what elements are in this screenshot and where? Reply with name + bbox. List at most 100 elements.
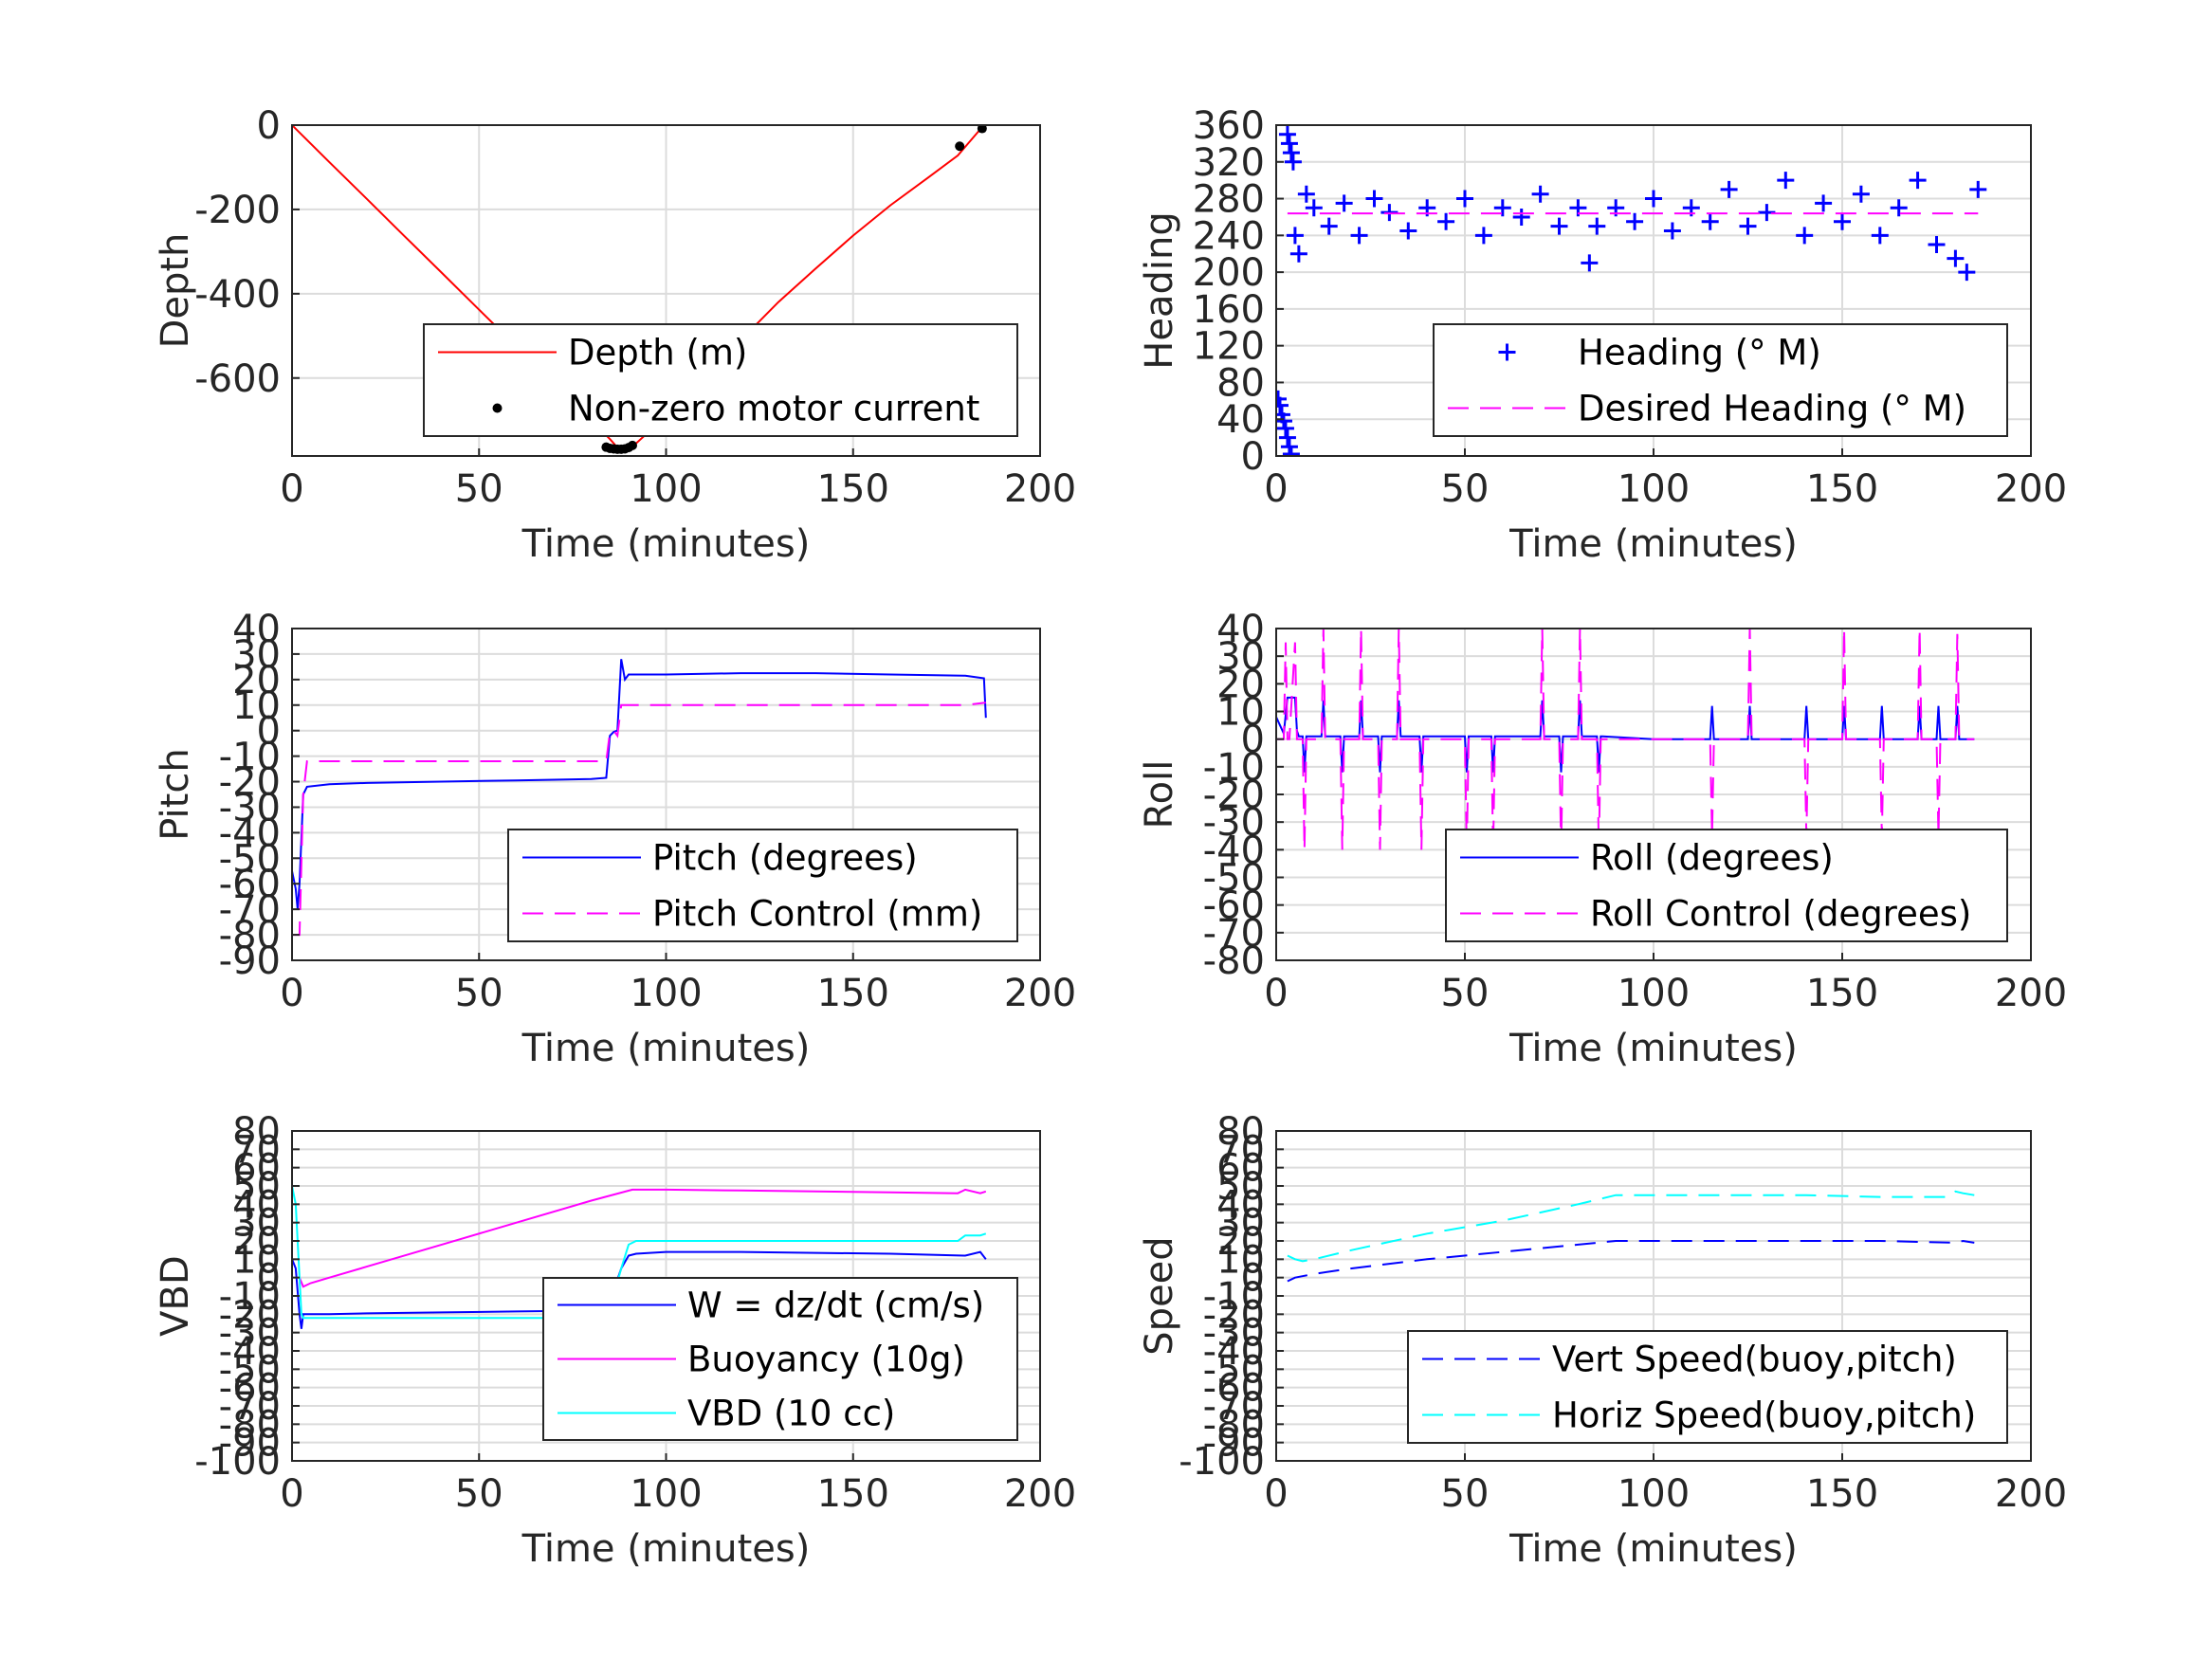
x-axis-label: Time (minutes) bbox=[521, 1027, 811, 1070]
heading-point bbox=[1969, 180, 1987, 198]
legend: Heading (° M) Desired Heading (° M) bbox=[1433, 323, 2008, 437]
y-tick-label: 0 bbox=[1241, 435, 1265, 479]
heading-point bbox=[1276, 412, 1292, 430]
legend-label: Vert Speed(buoy,pitch) bbox=[1552, 1340, 1957, 1380]
x-tick-label: 100 bbox=[630, 972, 702, 1015]
y-tick-label: -70 bbox=[219, 1385, 281, 1429]
series-line-2 bbox=[1276, 629, 1975, 850]
y-tick-label: -50 bbox=[1203, 1348, 1265, 1392]
y-tick-label: -80 bbox=[219, 1403, 281, 1447]
heading-point bbox=[1663, 222, 1681, 240]
y-tick-label: -70 bbox=[1203, 912, 1265, 956]
y-tick-label: -70 bbox=[219, 888, 281, 932]
y-axis-label: Pitch bbox=[154, 748, 197, 840]
y-tick-label: -20 bbox=[219, 761, 281, 805]
y-tick-label: -200 bbox=[194, 189, 281, 232]
legend-label: Pitch Control (mm) bbox=[652, 894, 982, 935]
heading-point bbox=[1297, 185, 1315, 203]
x-tick-label: 100 bbox=[1618, 467, 1690, 511]
y-tick-label: -70 bbox=[1203, 1385, 1265, 1429]
heading-point bbox=[1365, 190, 1383, 208]
y-axis-label: Depth bbox=[154, 233, 197, 349]
y-tick-label: 40 bbox=[232, 1183, 281, 1227]
y-tick-label: -100 bbox=[1179, 1440, 1265, 1484]
legend-label: Depth (m) bbox=[568, 333, 747, 374]
y-tick-label: 30 bbox=[1216, 1202, 1265, 1246]
heading-point bbox=[1493, 199, 1511, 217]
legend-box bbox=[1445, 829, 2008, 942]
x-tick-label: 50 bbox=[1441, 1472, 1490, 1516]
legend-marker bbox=[1498, 343, 1516, 361]
y-tick-label: -80 bbox=[1203, 939, 1265, 983]
chart-panel-5: 0 50 100 150 20080706050403020100-10-20-30-4… bbox=[154, 1110, 1076, 1571]
data-layer bbox=[1276, 629, 1975, 850]
heading-point bbox=[1380, 204, 1398, 222]
y-tick-label: 60 bbox=[1216, 1147, 1265, 1191]
heading-point bbox=[1320, 217, 1338, 235]
legend-box bbox=[1433, 323, 2008, 437]
y-tick-label: 20 bbox=[232, 1220, 281, 1264]
legend-box bbox=[507, 829, 1018, 942]
y-axis-label: VBD bbox=[154, 1255, 197, 1337]
y-tick-label: -50 bbox=[219, 1348, 281, 1392]
x-tick-label: 150 bbox=[817, 972, 889, 1015]
y-tick-label: -30 bbox=[1203, 1312, 1265, 1356]
x-axis-label: Time (minutes) bbox=[521, 1527, 811, 1571]
motor-current-point bbox=[955, 141, 965, 152]
y-tick-label: -30 bbox=[219, 1312, 281, 1356]
y-tick-label: -40 bbox=[1203, 829, 1265, 872]
y-tick-label: 40 bbox=[1216, 608, 1265, 651]
heading-point bbox=[1645, 190, 1662, 208]
heading-point bbox=[1758, 204, 1776, 222]
legend-label: Roll (degrees) bbox=[1590, 838, 1834, 879]
heading-point bbox=[1282, 144, 1300, 162]
heading-point bbox=[1286, 227, 1304, 245]
x-tick-label: 50 bbox=[1441, 972, 1490, 1015]
heading-point bbox=[1531, 185, 1549, 203]
y-tick-label: 80 bbox=[232, 1110, 281, 1154]
y-tick-label: 10 bbox=[1216, 691, 1265, 735]
y-tick-label: -10 bbox=[1203, 746, 1265, 790]
x-tick-label: 0 bbox=[280, 1472, 303, 1516]
y-tick-label: 50 bbox=[232, 1165, 281, 1209]
series-line-2 bbox=[298, 1188, 987, 1288]
y-tick-label: 10 bbox=[1216, 1238, 1265, 1282]
motor-current-point bbox=[627, 440, 637, 450]
y-tick-label: 70 bbox=[232, 1128, 281, 1172]
heading-point bbox=[1890, 199, 1908, 217]
y-tick-label: 10 bbox=[232, 684, 281, 728]
y-tick-label: 60 bbox=[232, 1147, 281, 1191]
heading-point bbox=[1305, 199, 1323, 217]
y-tick-label: 0 bbox=[1241, 1257, 1265, 1301]
y-tick-label: -20 bbox=[1203, 774, 1265, 817]
legend-marker bbox=[492, 403, 503, 413]
y-tick-label: -10 bbox=[219, 736, 281, 779]
heading-point bbox=[1909, 172, 1927, 190]
x-tick-label: 0 bbox=[280, 972, 303, 1015]
heading-point bbox=[1588, 217, 1606, 235]
x-tick-label: 200 bbox=[1995, 467, 2067, 511]
chart-panel-2: 0 50 100 150 20004080120160200240280320360Ti… bbox=[1138, 104, 2067, 566]
y-tick-label: 40 bbox=[1216, 1183, 1265, 1227]
y-tick-label: 70 bbox=[1216, 1128, 1265, 1172]
y-tick-label: 50 bbox=[1216, 1165, 1265, 1209]
legend-label: Non-zero motor current bbox=[568, 389, 979, 429]
y-tick-label: 360 bbox=[1193, 104, 1265, 148]
legend-label: Heading (° M) bbox=[1578, 333, 1821, 374]
y-axis-label: Speed bbox=[1138, 1236, 1181, 1355]
heading-point bbox=[1512, 208, 1530, 226]
y-tick-label: 320 bbox=[1193, 141, 1265, 185]
y-tick-label: -50 bbox=[1203, 857, 1265, 901]
data-layer bbox=[1287, 1190, 1975, 1283]
y-tick-label: -60 bbox=[1203, 884, 1265, 928]
y-tick-label: -40 bbox=[219, 811, 281, 855]
x-tick-label: 150 bbox=[817, 467, 889, 511]
heading-point bbox=[1701, 212, 1719, 230]
y-tick-label: 0 bbox=[257, 1257, 281, 1301]
y-tick-label: -90 bbox=[1203, 1422, 1265, 1466]
y-tick-label: -20 bbox=[219, 1293, 281, 1337]
y-tick-label: 160 bbox=[1193, 288, 1265, 332]
heading-point bbox=[1284, 153, 1302, 171]
chart-panel-6: 0 50 100 150 20080706050403020100-10-20-30-4… bbox=[1138, 1110, 2067, 1571]
x-tick-label: 150 bbox=[817, 1472, 889, 1516]
